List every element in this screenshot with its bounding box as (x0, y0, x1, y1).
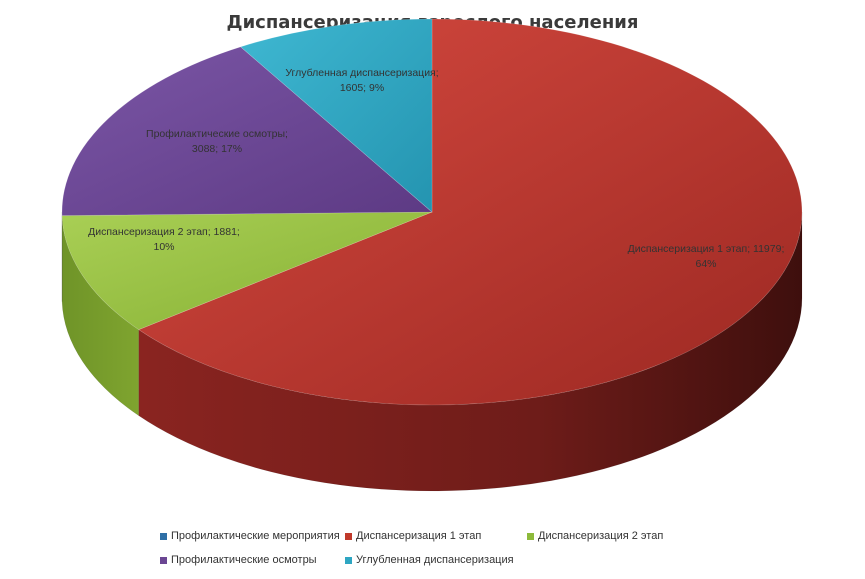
slice-prof-osmotry (61, 46, 433, 216)
legend-item-disp-1: Диспансеризация 1 этап (345, 530, 481, 542)
slice-disp-1-label: Диспансеризация 1 этап; 11979; 64% (628, 243, 785, 270)
legend-label: Диспансеризация 1 этап (356, 530, 482, 542)
legend-label: Углубленная диспансеризация (356, 554, 514, 566)
legend-swatch (160, 556, 167, 564)
legend-swatch (345, 532, 352, 540)
legend-label: Диспансеризация 2 этап (538, 530, 664, 542)
legend-swatch (345, 556, 352, 564)
slice-disp-2 (61, 211, 433, 330)
legend-item-uglublennaya: Углубленная диспансеризация (345, 554, 514, 566)
legend-swatch (527, 532, 534, 540)
legend-item-prof-osmotry: Профилактические осмотры (160, 554, 317, 566)
slice-disp-1 (138, 18, 803, 406)
slice-uglublennaya-label: Углубленная диспансеризация; 1605; 9% (285, 67, 438, 94)
legend-label: Профилактические мероприятия (171, 530, 340, 542)
legend-label: Профилактические осмотры (171, 554, 317, 566)
legend-item-prof-meropriyatiya: Профилактические мероприятия (160, 530, 340, 542)
slice-prof-osmotry-label: Профилактические осмотры; 3088; 17% (146, 128, 288, 155)
legend-item-disp-2: Диспансеризация 2 этап (527, 530, 663, 542)
slice-uglublennaya (240, 18, 433, 213)
slice-disp-2-label: Диспансеризация 2 этап; 1881; 10% (88, 226, 240, 253)
legend-swatch (160, 532, 167, 540)
